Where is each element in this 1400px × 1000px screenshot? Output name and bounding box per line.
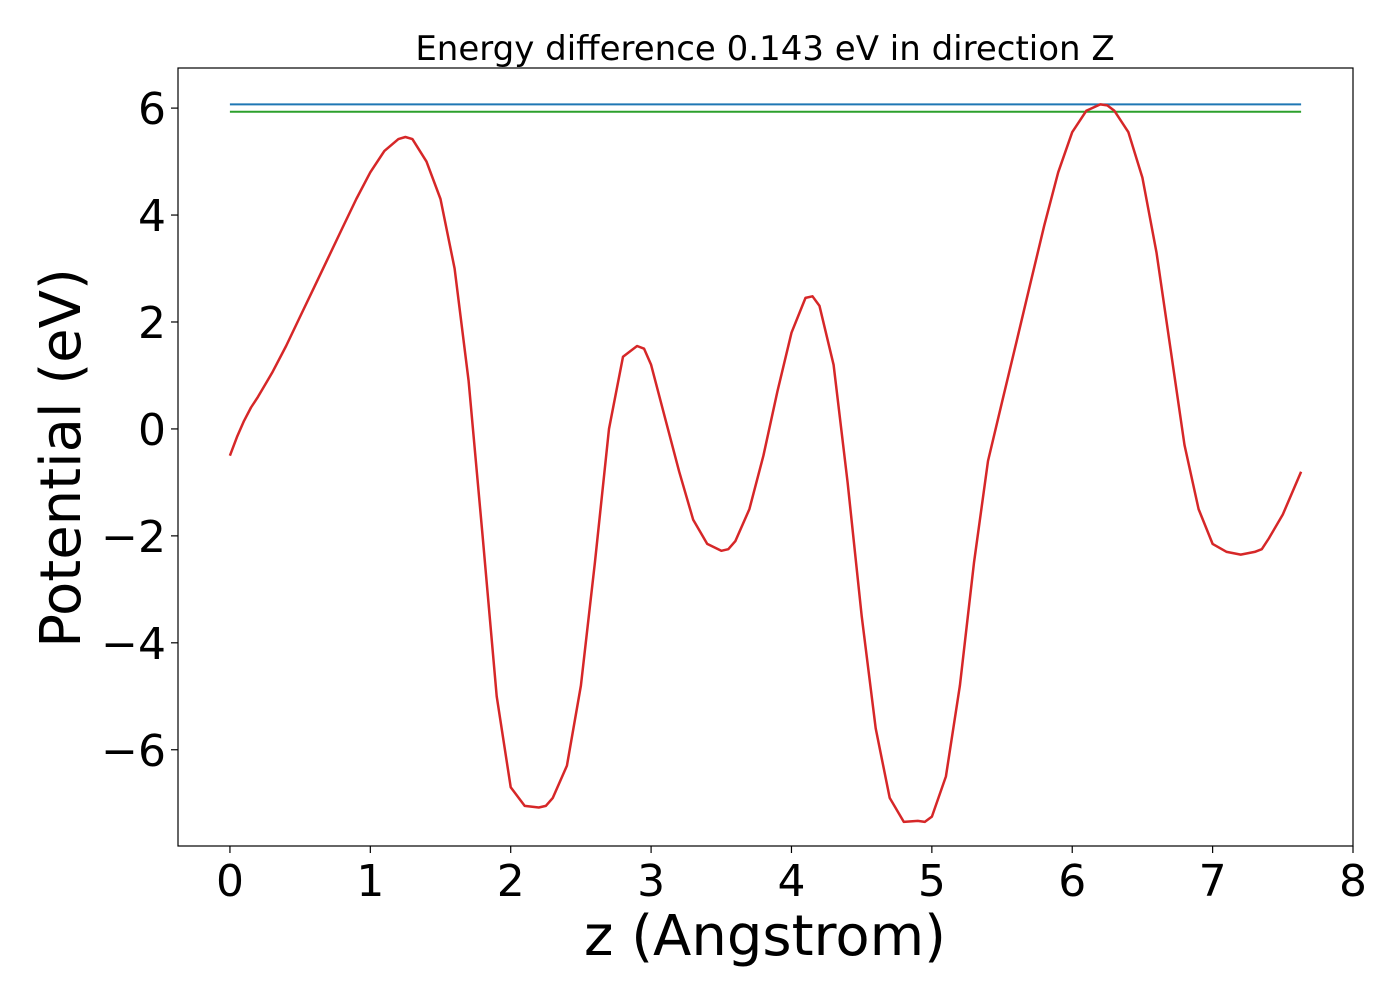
y-tick-label: 4: [138, 191, 166, 242]
x-tick-label: 7: [1199, 856, 1227, 907]
x-axis-label: z (Angstrom): [584, 904, 946, 969]
plot-area: [177, 67, 1354, 847]
chart-title: Energy difference 0.143 eV in direction …: [415, 29, 1114, 69]
y-axis-ticks: −6 −4 −2 0 2 4 6: [101, 84, 178, 777]
y-tick-label: −2: [101, 512, 166, 563]
series-line-3: [228, 103, 1303, 824]
x-tick-label: 5: [918, 856, 946, 907]
y-tick-label: 6: [138, 84, 166, 135]
x-tick-label: 6: [1058, 856, 1086, 907]
y-axis-label: Potential (eV): [29, 268, 94, 648]
x-tick-label: 0: [216, 856, 244, 907]
x-tick-label: 3: [637, 856, 665, 907]
x-tick-label: 4: [777, 856, 805, 907]
y-tick-label: −6: [101, 726, 166, 777]
x-axis-ticks: 0 1 2 3 4 5 6 7 8: [216, 846, 1367, 907]
x-tick-label: 1: [356, 856, 384, 907]
x-tick-label: 2: [497, 856, 525, 907]
y-tick-label: −4: [101, 619, 166, 670]
y-tick-label: 2: [138, 298, 166, 349]
y-tick-label: 0: [138, 405, 166, 456]
series-layer: [228, 103, 1303, 824]
x-tick-label: 8: [1339, 856, 1367, 907]
